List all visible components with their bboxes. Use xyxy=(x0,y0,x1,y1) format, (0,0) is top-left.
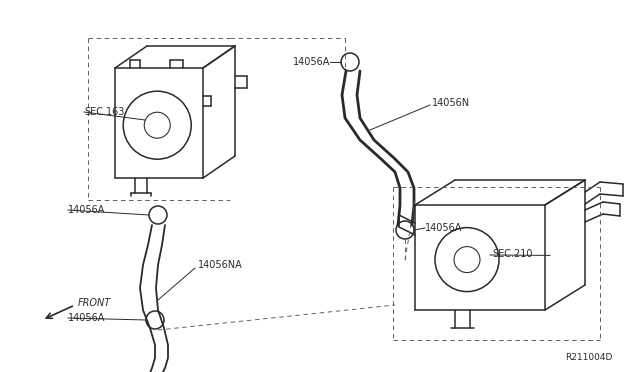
Text: FRONT: FRONT xyxy=(78,298,111,308)
Text: 14056A: 14056A xyxy=(68,205,106,215)
Text: 14056NA: 14056NA xyxy=(198,260,243,270)
Text: 14056N: 14056N xyxy=(432,98,470,108)
Text: 14056A: 14056A xyxy=(292,57,330,67)
Text: SEC.210: SEC.210 xyxy=(492,249,532,259)
Text: 14056A: 14056A xyxy=(425,223,462,233)
Text: 14056A: 14056A xyxy=(68,313,106,323)
Text: SEC.163: SEC.163 xyxy=(84,107,124,117)
Text: R211004D: R211004D xyxy=(564,353,612,362)
